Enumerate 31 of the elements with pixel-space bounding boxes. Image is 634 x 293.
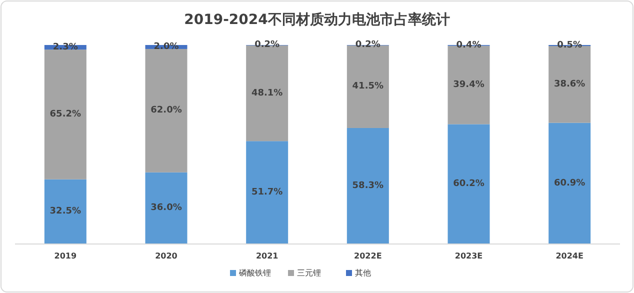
bar	[44, 179, 86, 244]
x-tick-label: 2019	[54, 252, 77, 260]
bar	[44, 50, 86, 180]
data-label: 62.0%	[150, 106, 182, 116]
legend-label: 其他	[355, 268, 371, 278]
data-label: 0.5%	[557, 40, 582, 50]
data-label: 60.2%	[453, 179, 484, 190]
data-label: 38.6%	[554, 79, 586, 90]
data-label: 58.3%	[352, 180, 384, 191]
x-tick-label: 2021	[256, 252, 279, 260]
data-label: 32.5%	[50, 206, 82, 217]
bar	[548, 122, 591, 244]
legend-label: 磷酸铁锂	[238, 268, 271, 278]
chart-title: 2019-2024不同材质动力电池市占率统计	[184, 11, 450, 28]
data-label: 39.4%	[453, 80, 484, 90]
bar	[346, 128, 389, 244]
bar	[145, 172, 188, 244]
data-label: 51.7%	[251, 188, 283, 198]
x-tick-label: 2022E	[354, 252, 382, 260]
bar	[145, 48, 188, 172]
bar	[448, 124, 490, 244]
legend-label: 三元锂	[297, 268, 321, 278]
data-label: 41.5%	[352, 82, 384, 92]
data-label: 36.0%	[150, 203, 182, 214]
x-tick-label: 2024E	[556, 252, 584, 260]
bar	[246, 141, 288, 244]
data-label: 60.9%	[554, 178, 586, 188]
x-tick-label: 2023E	[454, 252, 483, 260]
x-tick-label: 2020	[155, 252, 178, 260]
data-label: 65.2%	[50, 109, 82, 120]
data-label: 48.1%	[251, 88, 283, 98]
